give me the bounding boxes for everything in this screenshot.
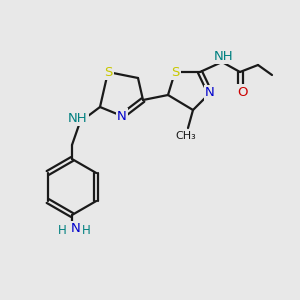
Text: N: N [205, 86, 215, 100]
Text: N: N [117, 110, 127, 122]
Text: H: H [58, 224, 66, 238]
Text: H: H [82, 224, 90, 238]
Text: O: O [237, 85, 247, 98]
Text: S: S [171, 65, 179, 79]
Text: CH₃: CH₃ [176, 131, 197, 141]
Text: NH: NH [68, 112, 88, 124]
Text: NH: NH [214, 50, 234, 62]
Text: S: S [104, 65, 112, 79]
Text: N: N [71, 223, 81, 236]
